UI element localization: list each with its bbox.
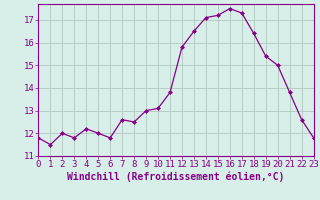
X-axis label: Windchill (Refroidissement éolien,°C): Windchill (Refroidissement éolien,°C) (67, 172, 285, 182)
